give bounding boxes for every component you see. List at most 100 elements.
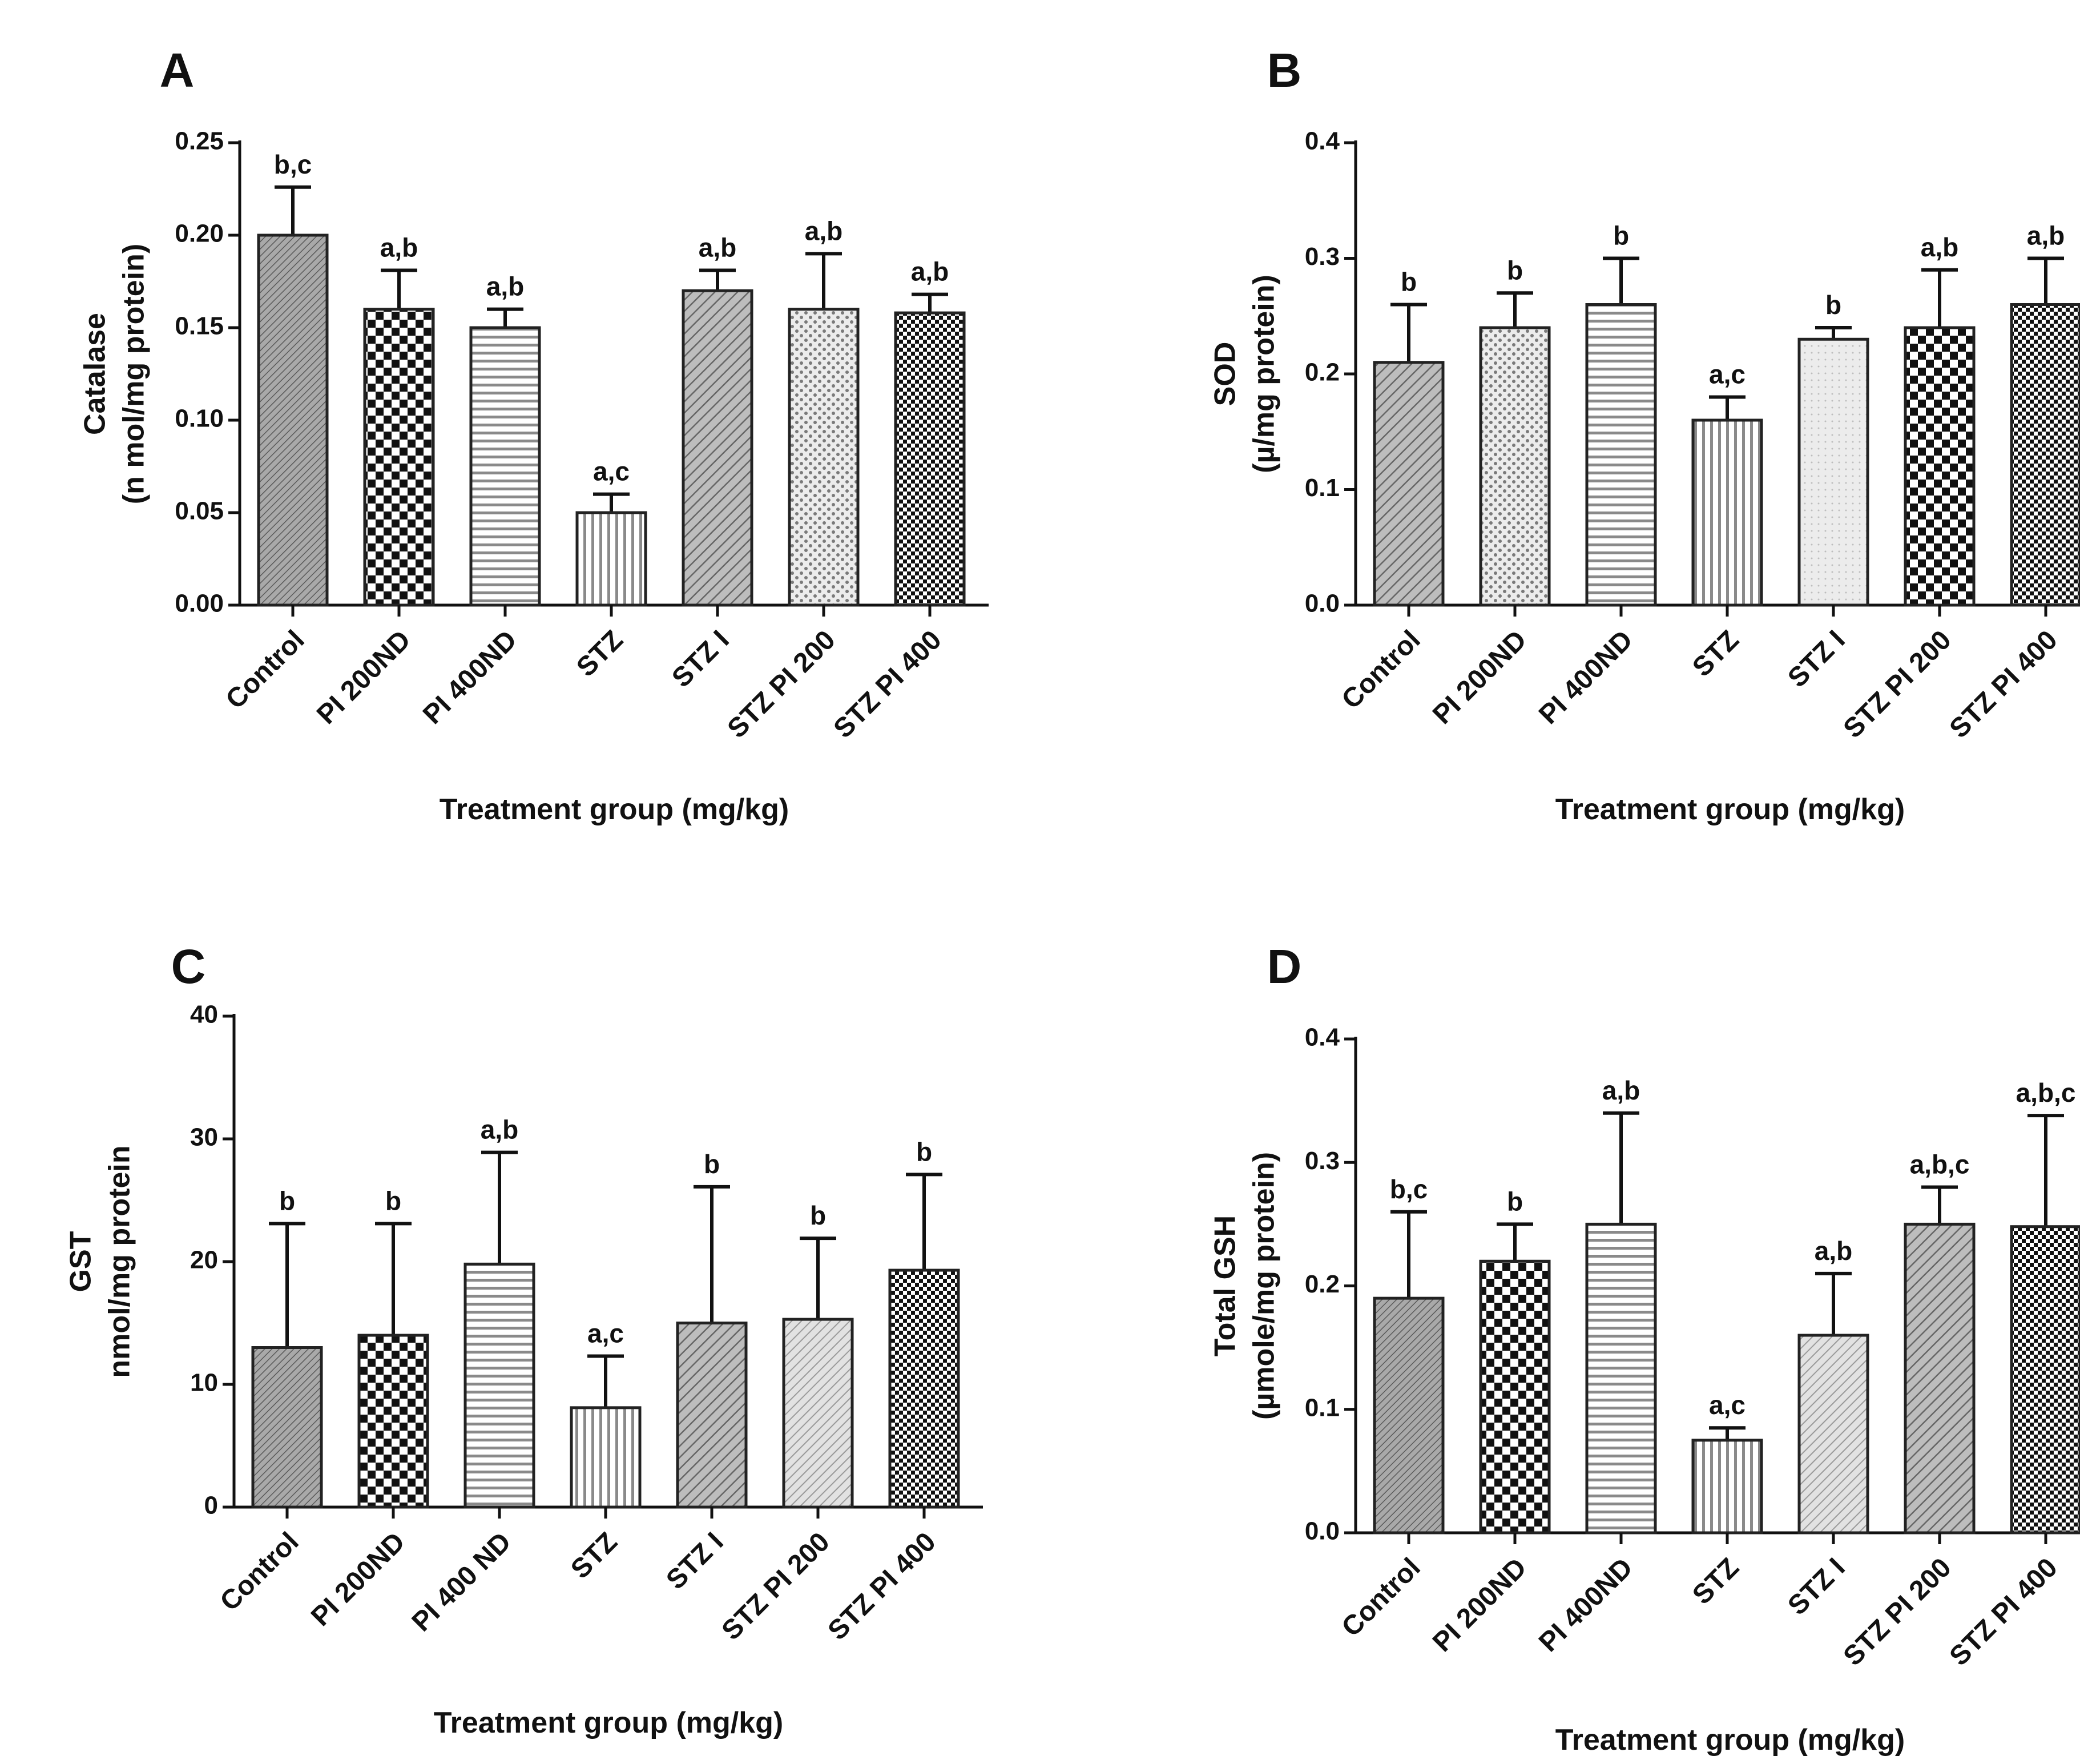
- bar: [788, 308, 860, 607]
- category-label: STZ: [565, 1527, 623, 1585]
- category-label: STZ PI 200: [716, 1527, 836, 1646]
- category-label: STZ PI 400: [828, 625, 948, 744]
- category-label: STZ PI 400: [823, 1527, 942, 1646]
- significance-label: a,b,c: [1910, 1150, 1970, 1179]
- category-label: STZ: [1687, 1552, 1745, 1610]
- bar: [676, 1322, 748, 1509]
- category-label: STZ: [1687, 625, 1745, 683]
- y-tick-label: 0.25: [175, 127, 224, 155]
- significance-label: b: [385, 1186, 401, 1215]
- category-label: STZ PI 200: [722, 625, 841, 744]
- bar: [357, 1334, 429, 1509]
- bar: [1691, 1439, 1763, 1535]
- y-tick-label: 0.3: [1305, 243, 1340, 271]
- bar: [463, 1262, 535, 1509]
- significance-label: a,b: [380, 233, 418, 263]
- panel-letter: C: [171, 940, 206, 993]
- y-tick-label: 0.05: [175, 497, 224, 525]
- category-label: PI 400ND: [1533, 625, 1639, 730]
- bar: [469, 326, 541, 607]
- y-axis-title: Total GSH: [1209, 1215, 1242, 1356]
- bar: [1585, 303, 1657, 607]
- category-label: STZ I: [660, 1527, 729, 1595]
- bar: [575, 511, 647, 607]
- y-axis-title: GST: [65, 1231, 98, 1292]
- bar: [1479, 1259, 1551, 1535]
- significance-label: b: [810, 1201, 826, 1230]
- chart-panel-d: D 0.0 0.1 0.2 0.3 0.4 b,c Control b PI 200ND a,b PI…: [1209, 940, 2080, 1757]
- y-tick-label: 0.1: [1305, 1394, 1340, 1421]
- bar: [570, 1406, 642, 1509]
- category-label: Control: [1336, 625, 1426, 715]
- category-label: PI 400ND: [417, 625, 523, 730]
- significance-label: a,b: [481, 1115, 518, 1145]
- bar: [363, 308, 435, 607]
- bar: [1373, 361, 1445, 607]
- significance-label: a,b: [911, 257, 949, 287]
- significance-label: b: [1507, 255, 1523, 285]
- bar: [257, 233, 329, 607]
- x-axis-title: Treatment group (mg/kg): [1555, 793, 1905, 826]
- y-tick-label: 0.00: [175, 590, 224, 618]
- significance-label: b,c: [1390, 1174, 1428, 1204]
- y-tick-label: 20: [190, 1246, 218, 1274]
- significance-label: a,b: [1815, 1236, 1852, 1266]
- y-tick-label: 40: [190, 1001, 218, 1029]
- panel-letter: D: [1267, 940, 1302, 993]
- x-axis-title: Treatment group (mg/kg): [1555, 1723, 1905, 1757]
- category-label: Control: [1336, 1552, 1426, 1642]
- bar: [251, 1346, 323, 1509]
- category-label: PI 200ND: [1427, 625, 1533, 730]
- chart-panel-b: B 0.0 0.1 0.2 0.3 0.4 b Control b PI 200ND b PI 400…: [1209, 43, 2080, 826]
- significance-label: b: [916, 1137, 932, 1166]
- y-axis-title: SOD: [1209, 342, 1242, 406]
- bar: [682, 289, 753, 607]
- bar: [2010, 303, 2080, 607]
- category-label: STZ I: [666, 625, 735, 693]
- y-tick-label: 0.20: [175, 220, 224, 248]
- significance-label: a,b,c: [2016, 1078, 2076, 1107]
- y-tick-label: 30: [190, 1123, 218, 1151]
- bar: [782, 1318, 854, 1509]
- y-axis-title: (µ/mg protein): [1248, 275, 1281, 473]
- category-label: STZ PI 200: [1838, 625, 1957, 744]
- y-tick-label: 0.15: [175, 312, 224, 340]
- significance-label: b: [704, 1149, 720, 1179]
- y-tick-label: 0.10: [175, 405, 224, 433]
- y-tick-label: 0.4: [1305, 127, 1340, 155]
- significance-label: a,c: [1709, 1390, 1746, 1420]
- y-tick-label: 0.1: [1305, 474, 1340, 502]
- chart-panel-a: A 0.00 0.05 0.10 0.15 0.20 0.25 b,c Control a,b PI…: [79, 43, 989, 826]
- significance-label: a,b: [2027, 221, 2065, 251]
- chart-panel-c: C 0 10 20 30 40 b Control b PI 200ND a,b PI 400 ND a…: [65, 940, 983, 1739]
- significance-label: b: [1401, 267, 1417, 297]
- x-axis-title: Treatment group (mg/kg): [434, 1706, 783, 1739]
- significance-label: a,b: [699, 233, 736, 263]
- significance-label: b: [279, 1186, 295, 1215]
- y-tick-label: 0.0: [1305, 590, 1340, 618]
- y-axis-title: nmol/mg protein: [103, 1145, 136, 1378]
- category-label: Control: [220, 625, 311, 715]
- y-tick-label: 0.4: [1305, 1024, 1340, 1052]
- category-label: PI 400 ND: [406, 1527, 517, 1637]
- significance-label: a,b: [1602, 1076, 1640, 1105]
- y-tick-label: 10: [190, 1369, 218, 1397]
- significance-label: a,b: [486, 272, 524, 301]
- category-label: PI 200ND: [305, 1527, 411, 1632]
- significance-label: a,b: [805, 216, 843, 245]
- significance-label: b: [1507, 1186, 1523, 1216]
- significance-label: b: [1825, 290, 1841, 320]
- category-label: STZ: [571, 625, 629, 683]
- bar: [1373, 1296, 1445, 1535]
- bar: [1691, 418, 1763, 607]
- panel-letter: B: [1267, 43, 1302, 97]
- category-label: STZ I: [1782, 1552, 1851, 1621]
- y-tick-label: 0.3: [1305, 1147, 1340, 1175]
- bar: [1585, 1222, 1657, 1535]
- bar: [2010, 1225, 2080, 1535]
- bar: [1904, 1222, 1976, 1535]
- significance-label: a,b: [1921, 232, 1958, 262]
- category-label: STZ PI 400: [1944, 625, 2063, 744]
- category-label: PI 200ND: [311, 625, 417, 730]
